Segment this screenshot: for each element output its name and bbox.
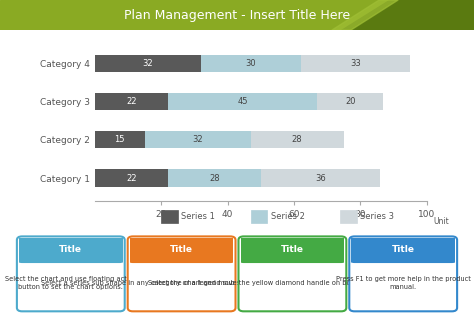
Text: 32: 32 [143, 59, 153, 68]
Bar [168, 93, 317, 110]
Text: 36: 36 [315, 174, 326, 183]
Text: Series 3: Series 3 [360, 212, 394, 221]
Bar [145, 131, 251, 148]
Polygon shape [341, 0, 474, 30]
FancyBboxPatch shape [349, 237, 457, 311]
Text: 33: 33 [350, 59, 361, 68]
FancyBboxPatch shape [238, 237, 346, 311]
Text: Press F1 to get more help in the product manual.: Press F1 to get more help in the product… [336, 276, 471, 290]
Bar [133, 251, 230, 259]
FancyBboxPatch shape [238, 237, 346, 263]
Bar [201, 55, 301, 72]
FancyBboxPatch shape [128, 237, 236, 311]
Bar [355, 251, 452, 259]
Text: Title: Title [281, 245, 304, 254]
Text: Title: Title [392, 245, 415, 254]
Text: 32: 32 [192, 135, 203, 144]
Bar [301, 55, 410, 72]
Bar [261, 170, 380, 187]
FancyBboxPatch shape [17, 237, 125, 311]
Text: 20: 20 [345, 97, 356, 106]
Text: Series 1: Series 1 [181, 212, 215, 221]
Text: 28: 28 [209, 174, 219, 183]
Bar [161, 210, 178, 223]
Text: Series 2: Series 2 [271, 212, 304, 221]
Text: Unit: Unit [433, 217, 449, 226]
Text: Title: Title [59, 245, 82, 254]
Text: 28: 28 [292, 135, 302, 144]
Text: Title: Title [170, 245, 193, 254]
Bar [251, 210, 267, 223]
Bar [244, 251, 341, 259]
Bar [95, 170, 168, 187]
Text: 22: 22 [126, 97, 137, 106]
Text: Select a series sub shape in any category or a legend sub shape to set the fill : Select a series sub shape in any categor… [41, 280, 322, 286]
Text: Select the chart and use floating action button to set the chart options.: Select the chart and use floating action… [5, 276, 137, 290]
Bar [22, 251, 119, 259]
Bar [168, 170, 261, 187]
FancyBboxPatch shape [349, 237, 457, 263]
Bar [251, 131, 344, 148]
Bar [340, 210, 357, 223]
Text: Select the chart and move the yellow diamond handle on bottom of the first categ: Select the chart and move the yellow dia… [148, 280, 437, 286]
Polygon shape [332, 0, 398, 30]
Text: 22: 22 [126, 174, 137, 183]
Bar [95, 55, 201, 72]
Text: 15: 15 [114, 135, 125, 144]
FancyBboxPatch shape [128, 237, 236, 263]
Bar [95, 131, 145, 148]
Text: Plan Management - Insert Title Here: Plan Management - Insert Title Here [124, 9, 350, 21]
FancyBboxPatch shape [17, 237, 125, 263]
Text: 45: 45 [237, 97, 248, 106]
Bar [317, 93, 383, 110]
Text: 30: 30 [246, 59, 256, 68]
Text: Company name/Author/Copy right: Company name/Author/Copy right [153, 319, 321, 329]
Bar [95, 93, 168, 110]
